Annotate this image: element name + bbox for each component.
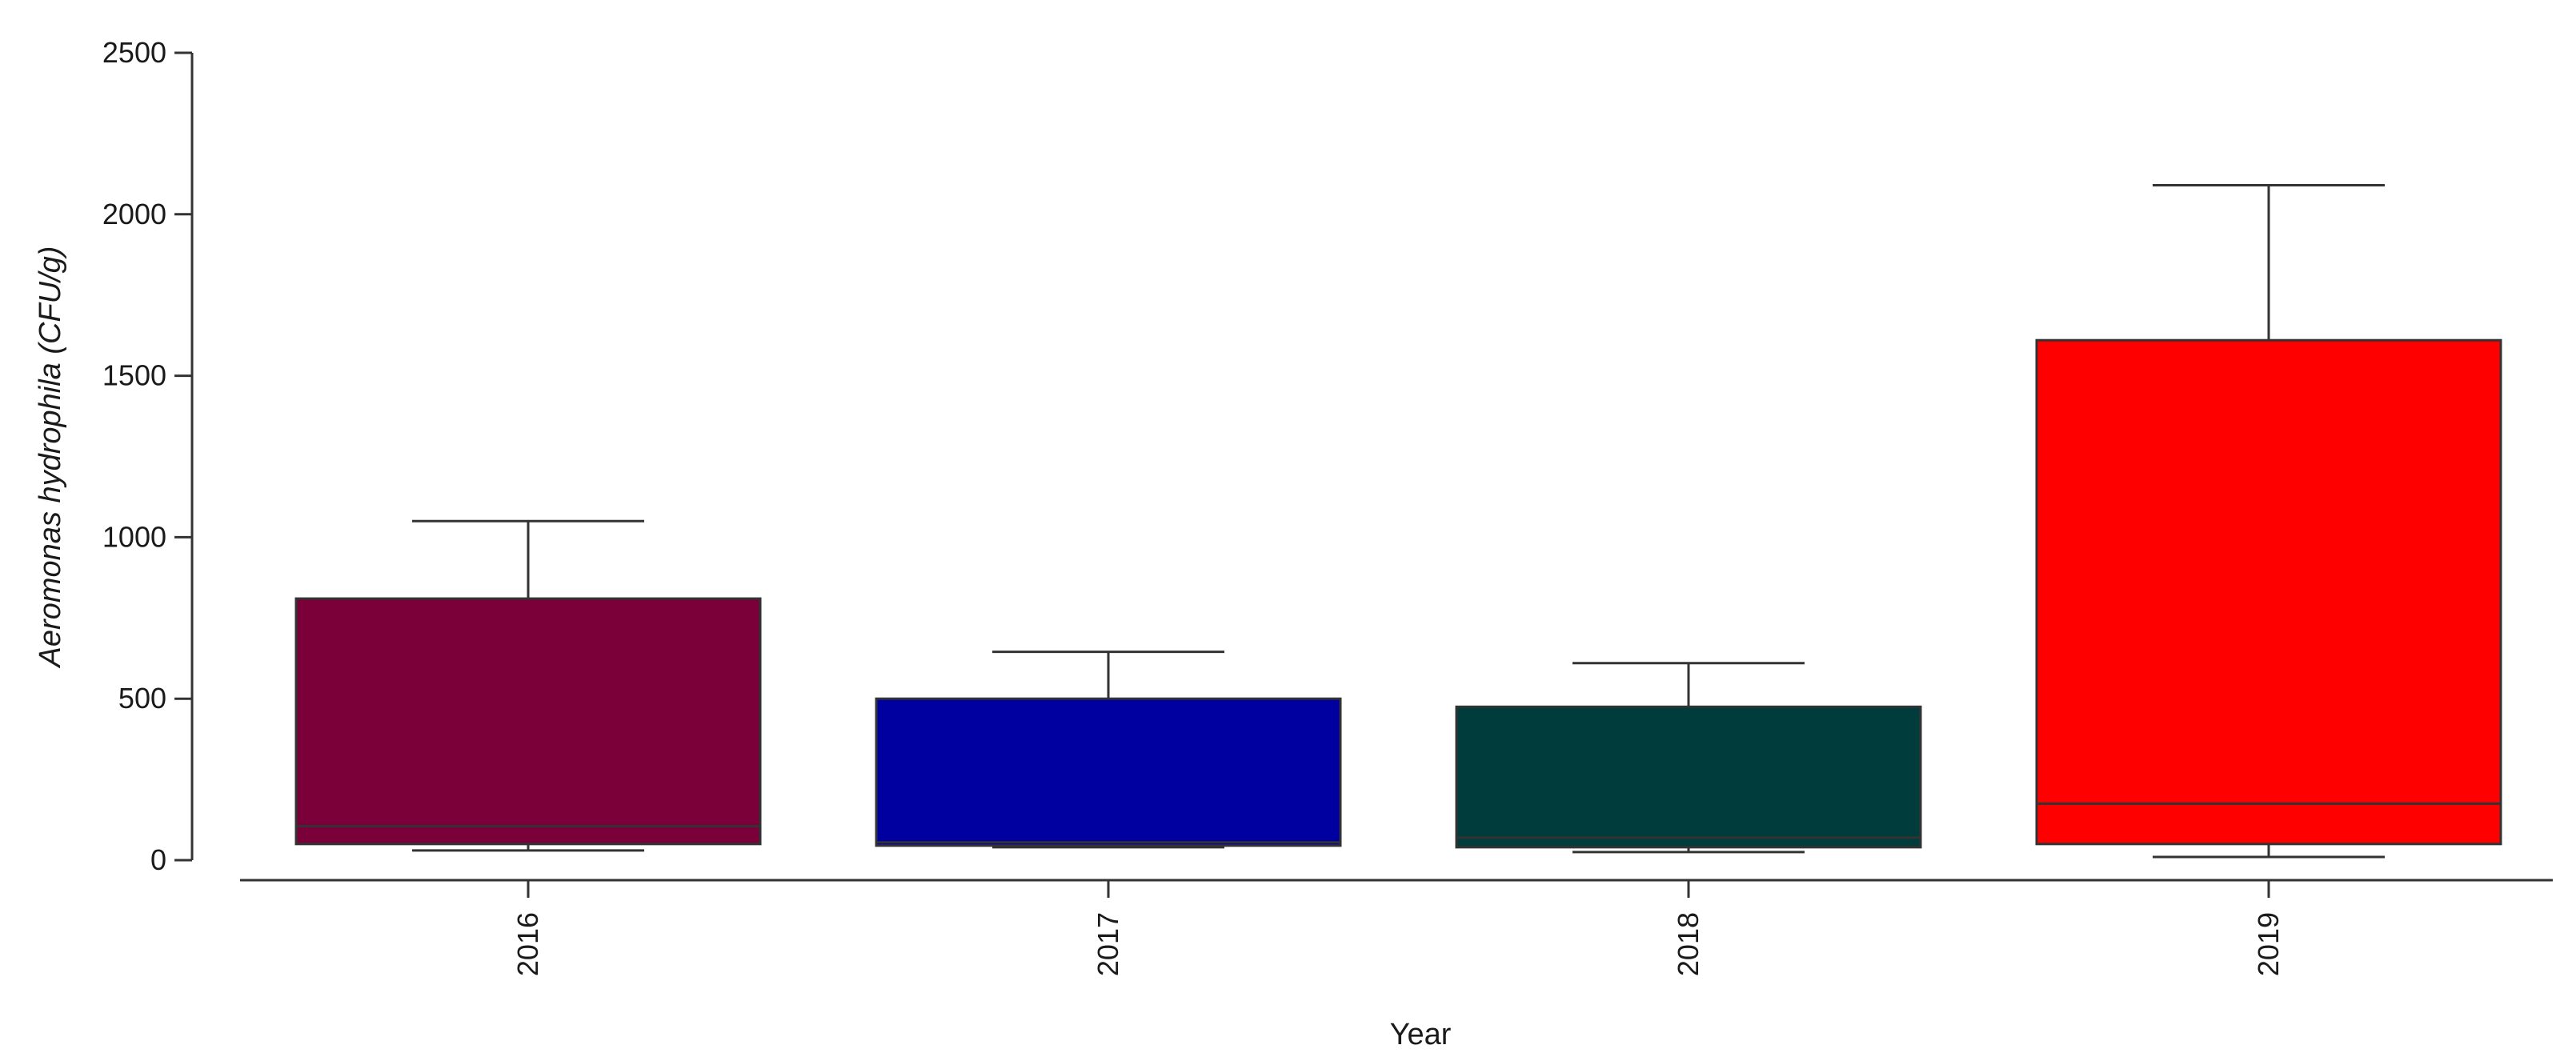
x-tick-label: 2019 xyxy=(2252,912,2285,976)
y-tick-label: 1500 xyxy=(102,359,166,392)
x-tick-label: 2016 xyxy=(511,912,544,976)
y-tick-label: 1000 xyxy=(102,520,166,553)
box-iqr xyxy=(875,697,1342,847)
y-tick-label: 2000 xyxy=(102,198,166,230)
box-2017 xyxy=(875,651,1342,849)
box-iqr xyxy=(1455,705,1922,849)
x-tick-label: 2018 xyxy=(1672,912,1705,976)
box-2018 xyxy=(1455,662,1922,854)
box-iqr xyxy=(2035,338,2502,846)
box-2019 xyxy=(2035,183,2502,859)
x-axis: 2016 2017 2018 2019 xyxy=(240,879,2553,976)
x-axis-title: Year xyxy=(1390,1018,1452,1051)
x-tick-label: 2017 xyxy=(1092,912,1124,976)
box-2016 xyxy=(294,519,762,852)
y-tick-label: 0 xyxy=(150,843,166,876)
y-tick-label: 2500 xyxy=(102,36,166,69)
y-axis-title: Aeromonas hydrophila (CFU/g) xyxy=(34,246,67,669)
box-iqr xyxy=(294,597,762,846)
y-axis: 0 500 1000 1500 2000 2500 xyxy=(102,36,194,876)
boxes xyxy=(294,183,2502,859)
y-tick-label: 500 xyxy=(118,682,166,715)
